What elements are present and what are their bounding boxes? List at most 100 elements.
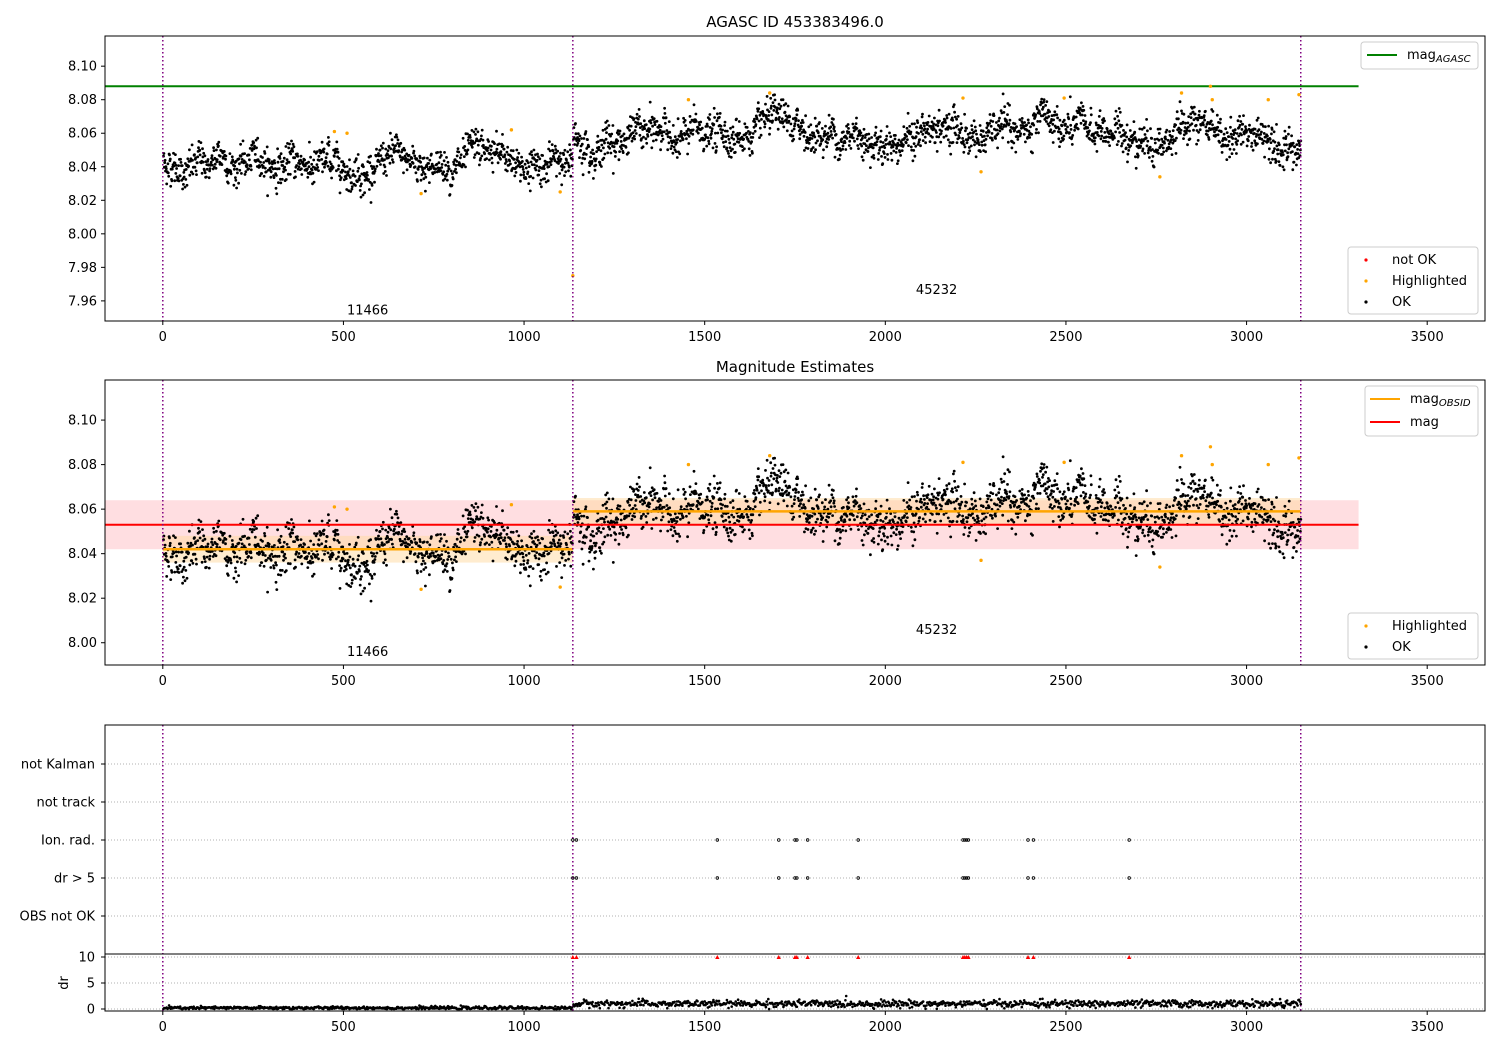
ok-point [515,530,519,533]
ok-point [199,520,203,523]
ok-point [885,125,889,128]
ok-point [290,139,293,143]
ok-point [933,520,937,523]
ok-point [1053,110,1057,114]
ok-point [730,513,734,517]
ok-point [208,557,212,561]
ok-point [466,148,470,152]
ok-point [420,562,424,566]
ok-point [1216,133,1220,137]
ok-point [513,174,517,178]
ok-point [728,520,732,524]
ok-point [774,487,778,491]
ok-point [940,504,943,508]
ok-point [310,168,314,172]
ok-point [951,118,955,122]
ok-point [431,551,435,555]
ok-point [802,134,806,138]
ok-point [746,137,750,141]
ok-point [1142,126,1146,130]
ok-point [827,515,831,519]
ok-point [529,175,533,178]
ok-point [568,143,571,147]
ok-point [461,514,465,518]
ok-point [354,541,358,545]
ok-point [593,556,597,560]
ok-point [520,539,523,543]
ok-point [556,157,560,161]
ok-point [685,514,688,518]
ok-point [239,154,243,158]
ok-point [718,486,721,490]
ok-point [1076,127,1080,131]
highlighted-point [345,131,349,135]
ok-point [1038,112,1042,115]
ok-point [860,144,864,148]
ok-point [1186,121,1190,125]
ok-point [194,169,198,173]
ok-point [505,169,509,173]
ok-point [1239,120,1243,123]
ok-point [716,131,720,135]
ok-point [968,149,972,153]
ok-point [599,531,603,534]
ok-point [198,148,202,152]
ok-point [1174,152,1178,155]
ok-point [210,540,214,544]
ok-point [830,133,833,137]
ok-point [273,544,276,547]
ok-point [687,142,691,145]
ok-point [317,538,321,542]
ok-point [688,115,692,118]
ok-point [487,140,490,143]
ok-point [184,569,188,572]
ok-point [285,158,289,162]
ok-point [1164,137,1167,141]
ok-point [700,500,704,504]
ok-point [1276,152,1280,156]
ok-point [841,147,844,151]
ok-point [919,505,923,509]
ok-point [777,118,780,121]
ok-point [524,553,528,557]
ok-point [348,566,352,570]
ok-point [448,589,452,592]
ok-point [514,171,518,174]
ok-point [832,499,836,503]
ok-point [1065,130,1069,134]
legend-mag-agasc-sub: AGASC [1435,54,1471,65]
ok-point [184,168,188,171]
ok-point [1120,144,1123,148]
ok-point [526,161,530,165]
ok-point [888,519,892,523]
ok-point [1000,122,1003,126]
ok-point [1202,114,1206,118]
ok-point [559,542,563,546]
ok-point [838,153,842,157]
ok-point [464,165,467,169]
ok-point [896,162,899,166]
ok-point [413,165,417,169]
ok-point [968,507,972,511]
ok-point [745,126,749,129]
ok-point [853,518,856,522]
ok-point [260,172,264,175]
ok-point [795,113,799,117]
ok-point [587,170,591,174]
ok-point [859,507,863,510]
ok-point [297,165,301,169]
ok-point [731,130,735,134]
ok-point [233,164,237,168]
ok-point [212,146,216,150]
ok-point [1228,147,1232,151]
ok-point [1267,124,1270,128]
ok-point [175,554,179,558]
ok-point [827,138,831,141]
ok-point [182,175,186,179]
ok-point [416,571,419,575]
ok-point [1120,142,1124,145]
ok-point [870,136,873,139]
ok-point [1173,139,1177,143]
ok-point [1124,131,1127,135]
ok-point [712,474,716,478]
